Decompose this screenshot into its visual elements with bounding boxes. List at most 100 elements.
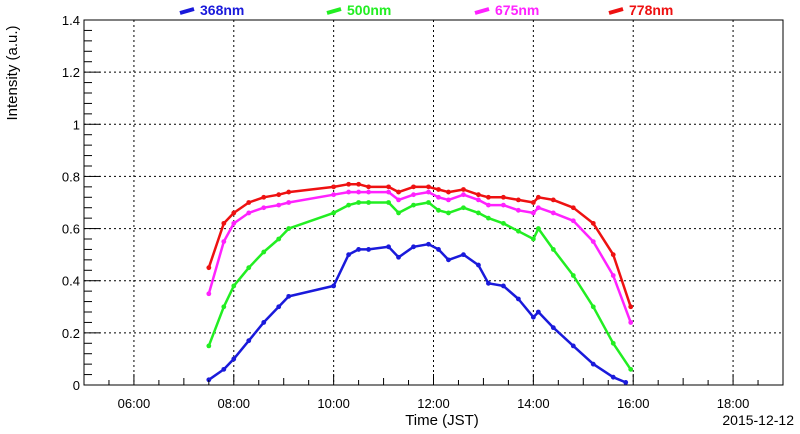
- data-point-500nm: [221, 304, 227, 310]
- y-tick-label-2: 0.4: [62, 274, 80, 289]
- data-point-778nm: [515, 197, 521, 203]
- data-point-368nm: [590, 361, 596, 367]
- x-tick-label-6: 18:00: [717, 396, 750, 411]
- y-tick-label-3: 0.6: [62, 222, 80, 237]
- data-series: [206, 181, 634, 385]
- data-point-778nm: [331, 184, 337, 190]
- data-point-500nm: [331, 210, 337, 216]
- x-tick-label-2: 10:00: [317, 396, 350, 411]
- y-tick-label-7: 1.4: [62, 13, 80, 28]
- data-point-368nm: [461, 252, 466, 258]
- data-point-778nm: [590, 220, 596, 226]
- data-point-368nm: [261, 320, 267, 325]
- data-point-368nm: [231, 356, 237, 362]
- data-point-675nm: [535, 205, 541, 211]
- data-point-675nm: [276, 202, 282, 208]
- data-point-675nm: [486, 202, 491, 208]
- axis-ticks: 06:00 08:00 10:00 12:00 14:00 16:00 18:00 0 0.2 0…: [62, 13, 784, 411]
- data-point-675nm: [436, 194, 441, 200]
- data-point-675nm: [426, 189, 431, 195]
- data-point-778nm: [221, 220, 227, 226]
- data-point-778nm: [386, 184, 391, 190]
- data-point-675nm: [628, 320, 634, 325]
- data-point-500nm: [231, 283, 237, 289]
- series-675nm: [206, 189, 634, 325]
- data-point-675nm: [221, 239, 227, 245]
- data-point-675nm: [261, 205, 267, 211]
- data-point-675nm: [550, 210, 556, 216]
- legend-swatch-368nm: [179, 7, 195, 15]
- legend-swatch-778nm: [608, 7, 624, 15]
- data-point-675nm: [246, 210, 252, 216]
- series-line-368nm: [208, 242, 627, 384]
- data-point-778nm: [550, 197, 556, 203]
- y-tick-label-4: 0.8: [62, 169, 80, 184]
- data-point-675nm: [331, 192, 337, 198]
- data-point-368nm: [515, 296, 521, 302]
- data-point-500nm: [515, 228, 521, 234]
- data-point-500nm: [628, 366, 634, 372]
- data-point-778nm: [535, 194, 541, 200]
- x-tick-label-4: 14:00: [517, 396, 550, 411]
- x-tick-label-5: 16:00: [617, 396, 650, 411]
- data-point-675nm: [461, 192, 466, 198]
- data-point-778nm: [426, 184, 431, 190]
- data-point-778nm: [476, 192, 481, 198]
- legend: 368nm 500nm 675nm 778nm: [179, 2, 673, 18]
- x-tick-label-3: 12:00: [417, 396, 450, 411]
- data-point-675nm: [286, 200, 292, 205]
- data-point-500nm: [501, 220, 506, 226]
- data-point-368nm: [346, 252, 352, 258]
- data-point-778nm: [396, 189, 401, 195]
- data-point-368nm: [486, 280, 491, 286]
- data-point-778nm: [261, 194, 267, 200]
- legend-swatch-675nm: [474, 7, 490, 15]
- data-point-368nm: [550, 325, 556, 331]
- data-point-778nm: [501, 194, 506, 200]
- x-axis-title: Time (JST): [405, 412, 479, 429]
- data-point-368nm: [476, 262, 481, 268]
- data-point-500nm: [356, 200, 362, 205]
- data-point-778nm: [530, 200, 536, 205]
- legend-label-368nm: 368nm: [200, 2, 244, 18]
- data-point-500nm: [411, 202, 416, 208]
- data-point-778nm: [286, 189, 292, 195]
- data-point-368nm: [446, 257, 451, 263]
- y-tick-label-0: 0: [73, 378, 80, 393]
- data-point-675nm: [570, 218, 576, 224]
- data-point-500nm: [286, 226, 292, 231]
- data-point-778nm: [486, 194, 491, 200]
- data-point-500nm: [366, 200, 371, 205]
- data-point-778nm: [231, 210, 237, 216]
- data-point-675nm: [530, 210, 536, 216]
- data-point-778nm: [411, 184, 416, 190]
- x-tick-label-0: 06:00: [118, 396, 151, 411]
- data-point-500nm: [486, 215, 491, 221]
- data-point-675nm: [366, 189, 371, 195]
- data-point-500nm: [535, 226, 541, 231]
- data-point-675nm: [386, 189, 391, 195]
- data-point-368nm: [411, 244, 416, 250]
- data-point-500nm: [206, 343, 212, 349]
- data-point-675nm: [396, 197, 401, 203]
- series-line-675nm: [207, 190, 632, 323]
- data-point-368nm: [570, 343, 576, 349]
- data-point-778nm: [276, 192, 282, 198]
- data-point-368nm: [530, 314, 536, 320]
- data-point-675nm: [411, 192, 416, 198]
- data-point-675nm: [476, 197, 481, 203]
- data-point-500nm: [276, 236, 282, 242]
- data-point-368nm: [396, 254, 401, 260]
- data-point-500nm: [610, 340, 616, 346]
- data-point-675nm: [346, 189, 352, 195]
- data-point-778nm: [461, 187, 466, 192]
- data-point-500nm: [246, 265, 252, 271]
- legend-label-778nm: 778nm: [629, 2, 673, 18]
- data-point-778nm: [570, 205, 576, 211]
- data-point-368nm: [331, 283, 337, 289]
- data-point-778nm: [206, 265, 212, 271]
- y-tick-label-1: 0.2: [62, 326, 80, 341]
- data-point-500nm: [396, 210, 401, 216]
- data-point-368nm: [356, 247, 362, 252]
